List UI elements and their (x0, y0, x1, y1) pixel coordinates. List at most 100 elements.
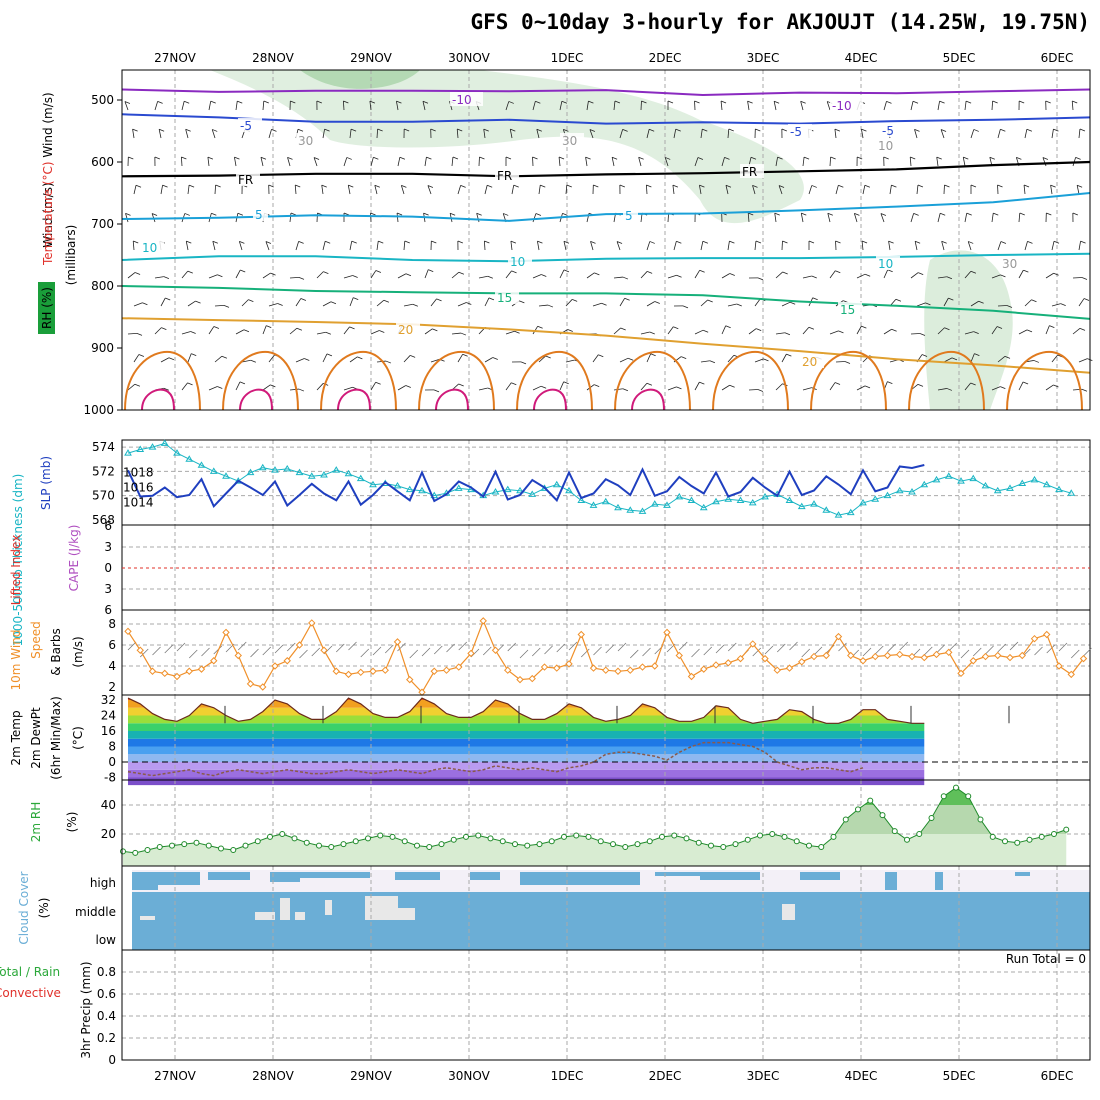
wind-barb (727, 354, 735, 363)
wind-barb (970, 353, 975, 363)
wind-barb-10m (874, 645, 884, 655)
wind-barb (755, 240, 762, 244)
wind-barb (559, 269, 565, 279)
wind-barb (352, 275, 358, 278)
wind-barb (997, 241, 1002, 251)
thickness-point (1067, 489, 1076, 496)
contour-label: 15 (840, 303, 855, 317)
cloud-mid-low (132, 892, 1090, 950)
wind-barb (210, 100, 216, 104)
wind-barb (936, 157, 939, 167)
rh-point (622, 844, 629, 851)
wind-speed-point (283, 657, 291, 665)
wind-speed-point (614, 667, 622, 675)
contour-label-bg (623, 208, 638, 222)
wind-barb-10m (262, 646, 272, 656)
wind-barb (436, 298, 442, 302)
wind-barb (590, 241, 594, 251)
wind10-axis-label-4: (m/s) (71, 636, 85, 667)
wind-speed-point (455, 663, 463, 671)
wind-barb (238, 241, 243, 251)
wind-barb (208, 386, 218, 391)
wind-barb (375, 270, 382, 273)
wind-barb (330, 301, 337, 305)
wind-barb (646, 271, 653, 274)
rh-point (695, 839, 702, 846)
wind-barb (154, 101, 159, 111)
isotherm-25-loop (124, 350, 201, 411)
wind-barb (270, 384, 276, 388)
wind-barb (891, 184, 897, 188)
thickness-point (724, 495, 733, 502)
wind-barb (262, 100, 265, 111)
wind-barb-10m (201, 647, 210, 657)
wind-barb (237, 212, 244, 216)
wind-barb (208, 101, 212, 111)
wind-barb (781, 301, 791, 307)
wind-barb (187, 270, 193, 274)
rh-point (328, 844, 335, 851)
wind-barb (135, 184, 142, 188)
wind-barb (404, 128, 410, 132)
rh-point (181, 841, 188, 848)
wind-barb (297, 128, 304, 132)
slp-panel-frame (121, 439, 1091, 526)
wind-barb (348, 184, 354, 188)
wind-barb (1033, 360, 1040, 363)
wind-barb (997, 184, 1003, 188)
thickness-point (626, 506, 635, 513)
contour-label: FR (497, 169, 512, 183)
wind-barb (239, 241, 245, 244)
wind-barb (883, 328, 892, 335)
wind-speed-point (540, 663, 549, 671)
wind-barb (887, 269, 893, 273)
thickness-point (675, 492, 684, 500)
rh-point (120, 848, 126, 855)
rh-point (916, 831, 923, 837)
wind-barb (424, 328, 433, 335)
wind-barb (241, 359, 251, 363)
thickness-point (528, 490, 537, 497)
wind-barb (215, 184, 221, 188)
temp-band (128, 769, 925, 778)
thickness-point (332, 466, 341, 473)
wind-barb (937, 101, 940, 111)
wind-barb (397, 273, 407, 279)
wind-barb (289, 276, 300, 279)
rh-point (230, 846, 237, 853)
wind-barb (158, 129, 162, 139)
wind-barb (484, 240, 490, 244)
wind-barb (638, 156, 644, 160)
wind-barb (585, 157, 588, 167)
wind-barb (211, 129, 216, 139)
wind-barb (646, 382, 653, 386)
wind-barb (619, 357, 629, 363)
wind-barb (1051, 129, 1054, 139)
wind-barb (750, 156, 757, 160)
wind-barb (250, 359, 256, 363)
thickness-point (258, 463, 267, 471)
wind-barb (134, 383, 141, 387)
isotherm-30-loop (337, 388, 371, 411)
wind-barb (260, 157, 264, 167)
wind-barb (133, 185, 137, 195)
wind-speed-point (467, 649, 475, 658)
thickness-tick-label: 570 (92, 489, 115, 503)
x-tick-label-bottom: 29NOV (350, 1069, 392, 1083)
isotherm-25-loop (320, 350, 397, 411)
wind-barb (1042, 157, 1049, 160)
wind-barb (1000, 386, 1006, 389)
wind-barb (727, 303, 737, 307)
wind-barb (424, 157, 427, 167)
wind-barb (778, 185, 785, 188)
x-tick-label-top: 6DEC (1041, 51, 1074, 65)
rh-point (879, 812, 886, 819)
rh-point (965, 793, 972, 800)
wind-barb-10m (887, 643, 896, 653)
millibars-axis-label: (millibars) (64, 225, 78, 286)
wind-barb (559, 101, 563, 111)
rh-point (487, 835, 494, 842)
rh-point (377, 832, 384, 839)
wind-barb (565, 184, 568, 195)
wind-barb (937, 327, 945, 335)
